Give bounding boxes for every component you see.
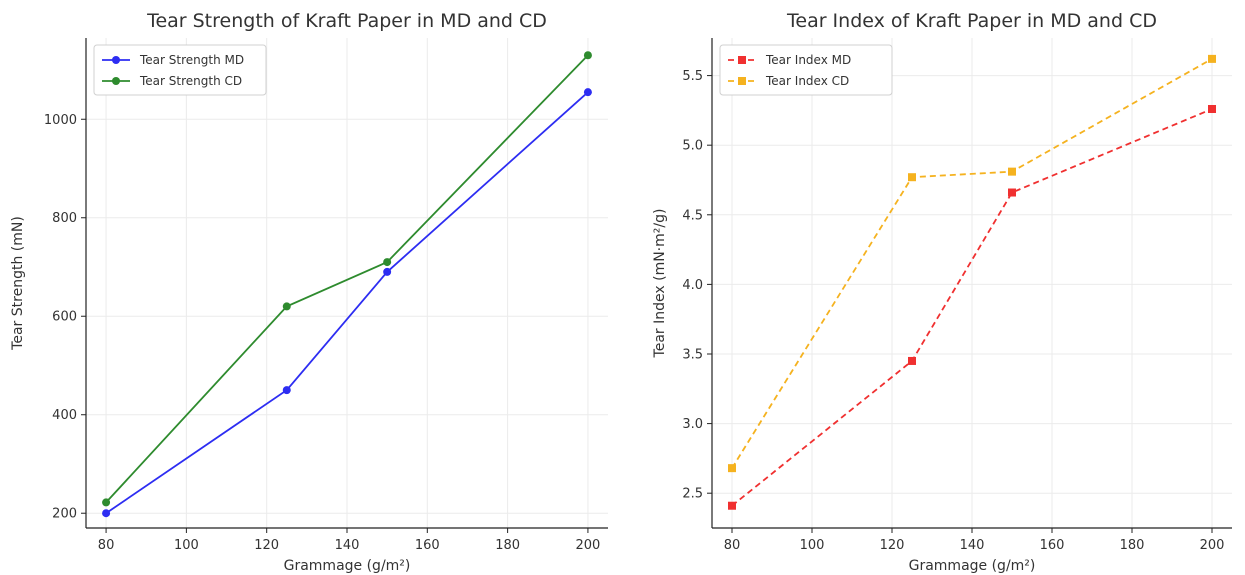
chart1-x-tick-label: 200 [576,538,601,553]
chart2-y-tick-label: 2.5 [682,487,703,502]
chart2-data-point [1208,54,1216,63]
chart2-legend-label: Tear Index MD [765,53,851,67]
chart1-title: Tear Strength of Kraft Paper in MD and C… [146,10,547,32]
chart1-data-point [383,258,392,267]
chart1-y-tick-label: 1000 [44,113,77,128]
chart2-legend [719,44,893,96]
chart2-y-tick-label: 3.0 [682,417,703,432]
chart2-y-tick-label: 4.5 [682,208,703,223]
chart2-data-point [1008,167,1016,176]
chart2-data-point [728,501,736,510]
chart2-y-tick-label: 5.5 [682,69,703,84]
chart2-legend-swatch-marker [738,56,746,64]
chart1-x-tick-label: 180 [495,538,520,553]
chart2-data-point [908,173,916,182]
chart2-series-line-1 [731,108,1213,507]
chart1-legend-swatch-marker [112,77,120,85]
chart2-y-tick-label: 3.5 [682,347,703,362]
chart1-y-tick-label: 600 [52,310,77,325]
chart1-data-point [102,498,111,507]
chart2-legend-label: Tear Index CD [765,74,849,88]
chart1-series-line-2 [105,54,589,504]
chart2-y-axis-label: Tear Index (mN·m²/g) [652,209,668,359]
chart2-x-tick-label: 100 [800,538,825,553]
chart1-x-tick-label: 100 [174,538,199,553]
chart1-legend [93,44,267,96]
chart2-y-tick-label: 4.0 [682,278,703,293]
chart2-data-point [1008,188,1016,197]
chart1-x-axis-label: Grammage (g/m²) [284,558,411,574]
chart2-x-tick-label: 120 [880,538,905,553]
chart2-title: Tear Index of Kraft Paper in MD and CD [786,10,1157,32]
chart1-data-point [583,88,592,97]
chart1-y-tick-label: 400 [52,408,77,423]
chart1-x-tick-label: 120 [254,538,279,553]
chart2-y-tick-label: 5.0 [682,139,703,154]
chart1-y-tick-label: 200 [52,507,77,522]
chart1-data-point [102,509,111,518]
chart2-x-tick-label: 80 [724,538,741,553]
chart2-x-tick-label: 180 [1120,538,1145,553]
chart1-data-point [383,267,392,276]
chart1-data-point [583,51,592,60]
chart2-data-point [908,356,916,365]
chart1-y-tick-label: 800 [52,211,77,226]
chart1-legend-label: Tear Strength MD [139,53,244,67]
chart1-legend-swatch-marker [112,56,120,64]
chart2-x-axis-label: Grammage (g/m²) [909,558,1036,574]
chart1-series-line-1 [105,91,589,514]
chart2-data-point [728,464,736,473]
chart2-legend-swatch-marker [738,77,746,85]
chart2-series-line-2 [731,58,1213,469]
chart2-x-tick-label: 200 [1200,538,1225,553]
chart1-x-tick-label: 160 [415,538,440,553]
chart1-data-point [282,302,291,311]
chart2-x-tick-label: 160 [1040,538,1065,553]
chart1-x-tick-label: 140 [335,538,360,553]
chart2-x-tick-label: 140 [960,538,985,553]
chart1-x-tick-label: 80 [98,538,115,553]
chart2-data-point [1208,104,1216,113]
chart1-legend-label: Tear Strength CD [139,74,242,88]
chart1-data-point [282,386,291,395]
chart1-y-axis-label: Tear Strength (mN) [10,216,26,351]
